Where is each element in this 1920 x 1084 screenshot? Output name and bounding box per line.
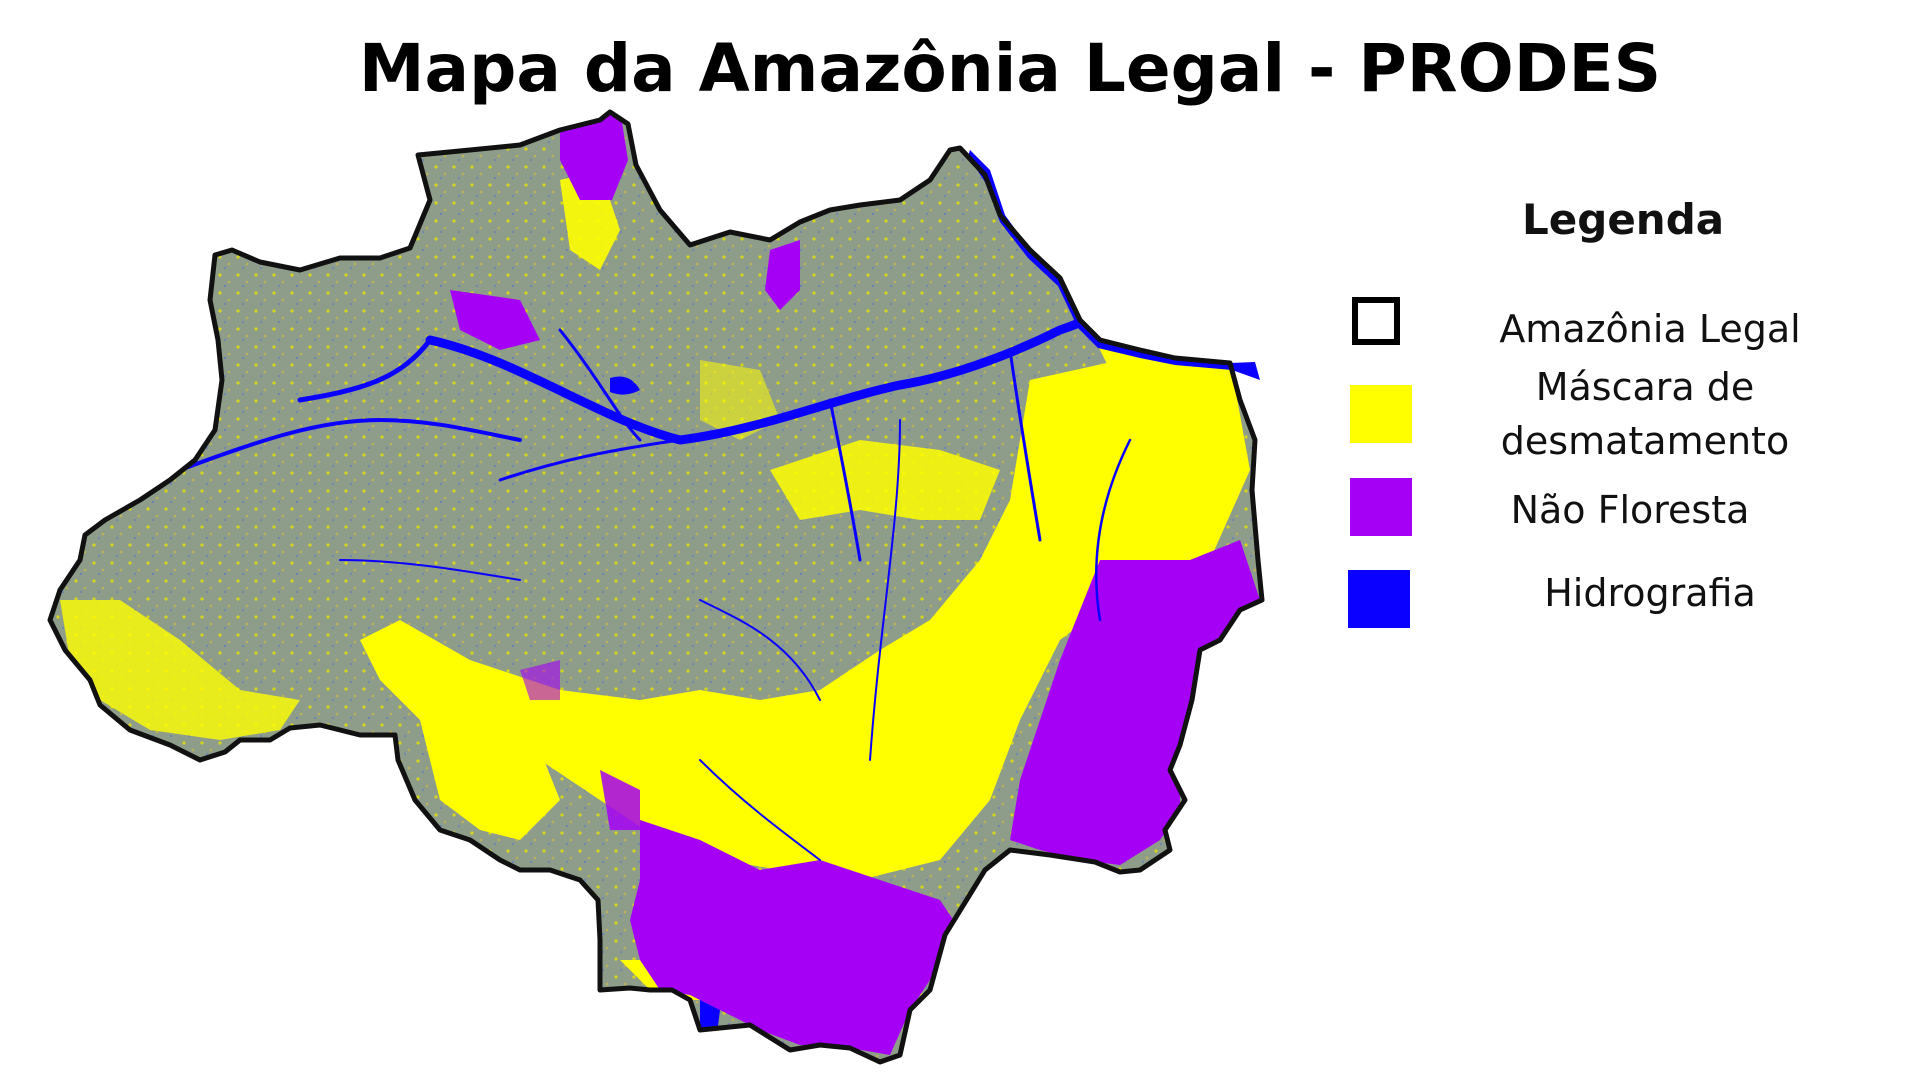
non-forest-areas [450,112,1260,1055]
legend-swatch-yellow [1350,385,1412,443]
legend-swatch-purple [1350,478,1412,536]
legend-title: Legenda [1522,195,1725,244]
legend-label-hidrografia: Hidrografia [1544,571,1756,615]
legend-label-desmatamento: Máscara de desmatamento [1500,365,1790,463]
legend-label-amazonia-legal: Amazônia Legal [1499,307,1801,351]
legend-swatch-blue [1348,570,1410,628]
river-network [178,285,1132,861]
legend-swatch-outline [1352,297,1400,345]
map-title: Mapa da Amazônia Legal - PRODES [358,30,1662,107]
legend-label-nao-floresta: Não Floresta [1510,488,1750,532]
